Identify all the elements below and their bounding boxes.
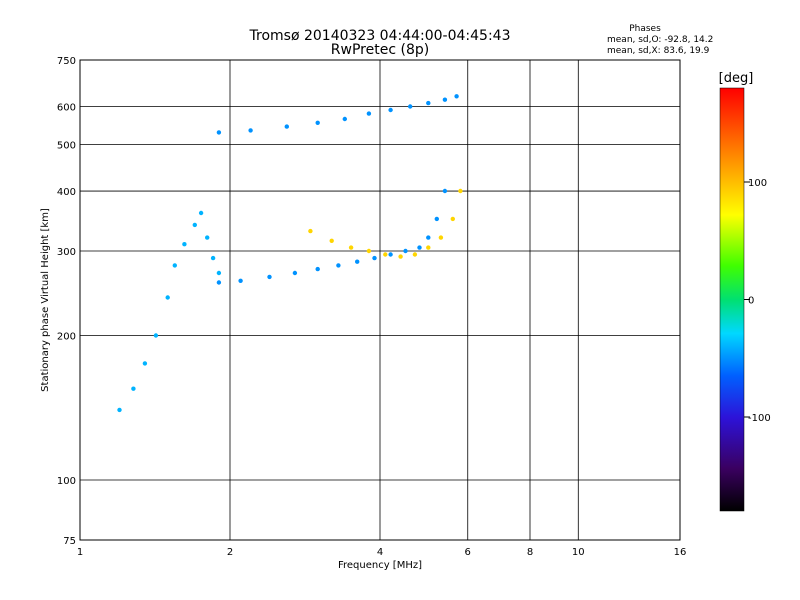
data-point xyxy=(216,270,222,276)
data-point xyxy=(216,280,222,285)
data-point xyxy=(172,263,177,268)
data-point xyxy=(403,248,408,254)
grid-lines xyxy=(80,60,680,540)
x-tick-label: 16 xyxy=(674,547,687,558)
data-point xyxy=(342,116,347,122)
data-point xyxy=(366,248,372,254)
colorbar-tick-label: 100 xyxy=(748,178,767,189)
data-point xyxy=(426,235,431,240)
data-point xyxy=(248,128,253,133)
data-point xyxy=(205,235,210,240)
data-point xyxy=(438,235,444,240)
data-point xyxy=(182,242,187,247)
data-point xyxy=(238,278,243,283)
data-point xyxy=(315,120,320,126)
x-tick-label: 10 xyxy=(572,547,585,558)
data-point xyxy=(284,124,289,129)
stats-o-mode: mean, sd,O: -92.8, 14.2 xyxy=(607,35,713,45)
x-tick-label: 8 xyxy=(527,547,533,558)
stats-x-mode: mean, sd,X: 83.6, 19.9 xyxy=(607,46,710,56)
data-point xyxy=(412,252,418,257)
colorbar-tick-label: 0 xyxy=(748,296,754,307)
y-axis-ticks: 75 100 200 300 400 500 600 750 xyxy=(57,56,76,547)
data-point xyxy=(442,97,448,102)
data-point xyxy=(117,407,122,413)
data-point xyxy=(434,216,439,222)
x-axis-label: Frequency [MHz] xyxy=(338,560,422,571)
data-point xyxy=(192,222,197,228)
chart-subtitle: RwPretec (8p) xyxy=(331,42,429,58)
x-tick-label: 1 xyxy=(77,547,83,558)
data-point xyxy=(210,255,216,261)
colorbar-ticks: 100 0 -100 xyxy=(744,178,771,424)
data-point xyxy=(165,295,170,300)
y-tick-label: 400 xyxy=(57,187,76,198)
data-point xyxy=(388,107,393,113)
y-tick-label: 75 xyxy=(63,536,76,547)
data-points xyxy=(117,94,463,413)
data-point xyxy=(383,252,388,257)
data-point xyxy=(388,252,393,257)
data-point xyxy=(216,130,222,135)
data-point xyxy=(308,228,313,234)
data-point xyxy=(315,266,320,272)
data-point xyxy=(355,259,360,264)
y-axis-label: Stationary phase Virtual Height [km] xyxy=(40,208,51,392)
x-tick-label: 2 xyxy=(227,547,233,558)
data-point xyxy=(348,245,354,250)
x-axis-ticks: 1 2 4 6 8 10 16 xyxy=(77,547,687,558)
data-point xyxy=(417,245,422,250)
data-point xyxy=(426,100,431,106)
data-point xyxy=(442,188,448,194)
y-tick-label: 300 xyxy=(57,247,76,258)
data-point xyxy=(398,254,403,259)
y-tick-label: 500 xyxy=(57,141,76,152)
data-point xyxy=(450,216,455,222)
y-tick-label: 750 xyxy=(57,56,76,67)
y-tick-label: 100 xyxy=(57,476,76,487)
data-point xyxy=(426,245,431,250)
chart-title: Tromsø 20140323 04:44:00-04:45:43 xyxy=(249,28,511,44)
data-point xyxy=(142,361,148,366)
colorbar xyxy=(719,87,745,512)
data-point xyxy=(372,255,377,261)
colorbar-label: [deg] xyxy=(719,71,754,86)
x-tick-label: 6 xyxy=(465,547,471,558)
y-tick-label: 200 xyxy=(57,332,76,343)
y-tick-label: 600 xyxy=(57,103,76,114)
data-point xyxy=(408,104,413,109)
data-point xyxy=(198,210,204,216)
colorbar-tick-label: -100 xyxy=(748,413,771,424)
data-point xyxy=(153,333,159,338)
plot-frame xyxy=(79,59,681,541)
data-point xyxy=(454,94,459,99)
data-point xyxy=(458,188,463,194)
data-point xyxy=(131,386,136,391)
data-point xyxy=(336,263,341,268)
data-point xyxy=(329,238,334,243)
x-tick-label: 4 xyxy=(377,547,383,558)
data-point xyxy=(366,111,372,116)
stats-heading: Phases xyxy=(629,24,661,34)
data-point xyxy=(267,274,272,280)
data-point xyxy=(292,270,298,276)
